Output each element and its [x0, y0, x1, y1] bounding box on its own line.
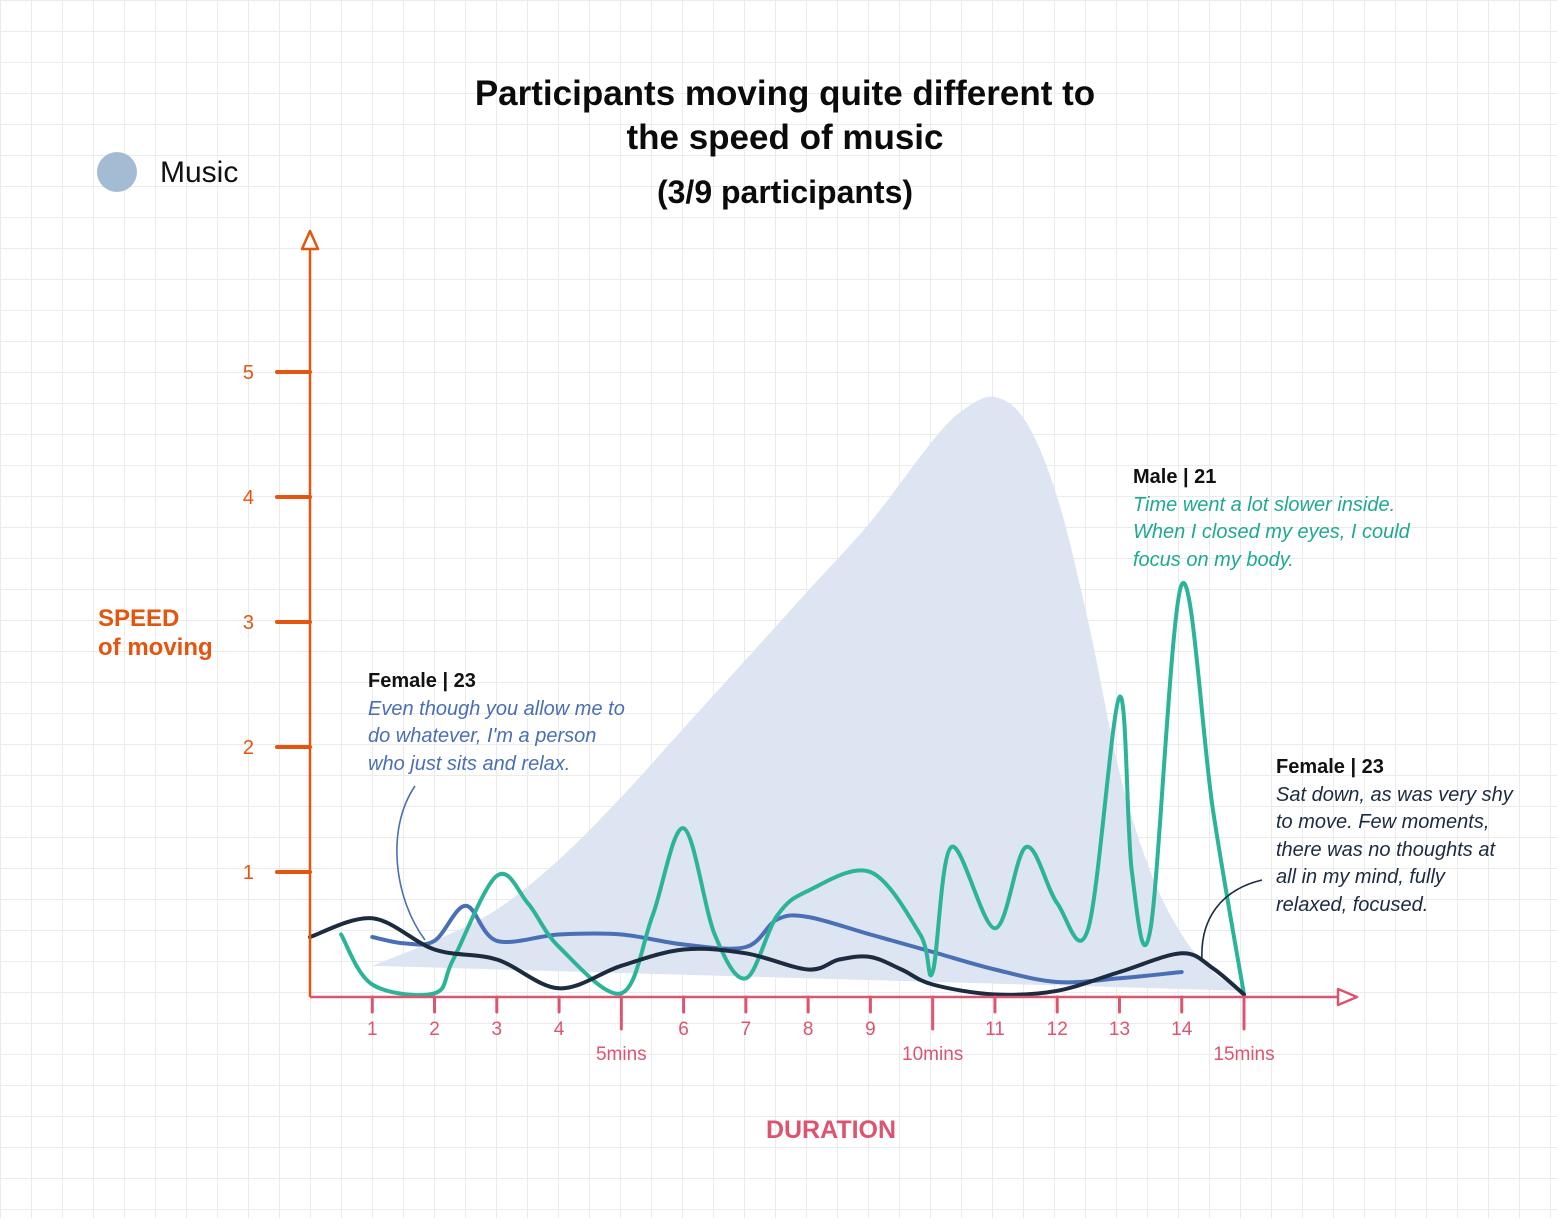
- annotation-female-2-who: Female | 23: [1276, 756, 1384, 778]
- x-tick-label-10: 10mins: [902, 1044, 963, 1065]
- x-tick-label-14: 14: [1171, 1019, 1193, 1040]
- y-axis-arrow: [300, 229, 320, 251]
- x-axis-label: DURATION: [765, 1116, 897, 1144]
- x-tick-label-15: 15mins: [1213, 1044, 1274, 1065]
- annotation-female-2-quote-line2: to move. Few moments,: [1276, 811, 1490, 833]
- chart-title-line1: Participants moving quite different to: [474, 74, 1096, 113]
- leader-line-female1: [396, 785, 426, 941]
- annotation-male-who: Male | 21: [1133, 466, 1217, 488]
- annotation-female-1: Female | 23 Even though you allow me to …: [368, 668, 668, 778]
- y-axis-label: SPEED of moving: [98, 604, 213, 662]
- annotation-leaders: [396, 785, 1263, 961]
- chart-title-line2: the speed of music: [626, 118, 944, 157]
- annotation-female-2-quote-line4: all in my mind, fully: [1276, 866, 1445, 888]
- x-tick-label-2: 2: [429, 1019, 440, 1040]
- annotation-male: Male | 21 Time went a lot slower inside.…: [1133, 464, 1443, 574]
- annotation-female-1-quote-line1: Even though you allow me to: [368, 697, 625, 720]
- annotation-female-1-quote-line2: do whatever, I'm a person: [368, 725, 597, 747]
- y-tick-label-5: 5: [243, 362, 254, 384]
- chart-subtitle: (3/9 participants): [656, 174, 914, 210]
- series-line-1: [370, 903, 1184, 985]
- x-tick-label-4: 4: [554, 1019, 565, 1040]
- annotation-female-1-who: Female | 23: [368, 670, 476, 692]
- x-tick-label-3: 3: [492, 1019, 503, 1040]
- series-lines-layer: [308, 580, 1246, 998]
- x-tick-label-9: 9: [865, 1019, 876, 1040]
- leader-line-female2: [1201, 879, 1263, 961]
- x-tick-label-5: 5mins: [596, 1044, 647, 1065]
- legend-swatch-music: [97, 152, 137, 192]
- x-tick-label-7: 7: [741, 1019, 752, 1040]
- series-line-3: [308, 916, 1246, 997]
- x-tick-label-11: 11: [985, 1019, 1005, 1040]
- y-axis-label-line2: of moving: [98, 634, 213, 661]
- x-tick-label-1: 1: [367, 1019, 378, 1040]
- annotation-male-quote-line3: focus on my body.: [1133, 548, 1294, 571]
- annotation-male-quote-line1: Time went a lot slower inside.: [1133, 493, 1396, 516]
- x-tick-label-13: 13: [1109, 1019, 1130, 1040]
- music-area: [372, 396, 1244, 991]
- y-tick-label-3: 3: [243, 612, 254, 634]
- y-axis-label-line1: SPEED: [98, 605, 180, 632]
- legend-label-music: Music: [160, 156, 239, 189]
- y-tick-label-1: 1: [243, 862, 254, 884]
- annotation-female-2-quote-line1: Sat down, as was very shy: [1276, 783, 1513, 806]
- chart-title: Participants moving quite different to t…: [330, 72, 1240, 160]
- annotation-male-quote-line2: When I closed my eyes, I could: [1133, 521, 1410, 543]
- series-line-2: [339, 580, 1246, 998]
- y-tick-label-2: 2: [243, 737, 254, 759]
- x-tick-label-8: 8: [803, 1019, 814, 1040]
- annotation-female-2: Female | 23 Sat down, as was very shy to…: [1276, 754, 1546, 919]
- x-tick-label-6: 6: [678, 1019, 689, 1040]
- annotation-female-2-quote-line3: there was no thoughts at: [1276, 838, 1496, 861]
- music-area-layer: [372, 396, 1244, 991]
- y-tick-label-4: 4: [243, 487, 254, 509]
- x-tick-label-12: 12: [1047, 1019, 1068, 1040]
- annotation-female-2-quote-line5: relaxed, focused.: [1276, 893, 1429, 916]
- annotation-female-1-quote-line3: who just sits and relax.: [368, 752, 571, 775]
- x-axis-arrow: [1336, 987, 1359, 1007]
